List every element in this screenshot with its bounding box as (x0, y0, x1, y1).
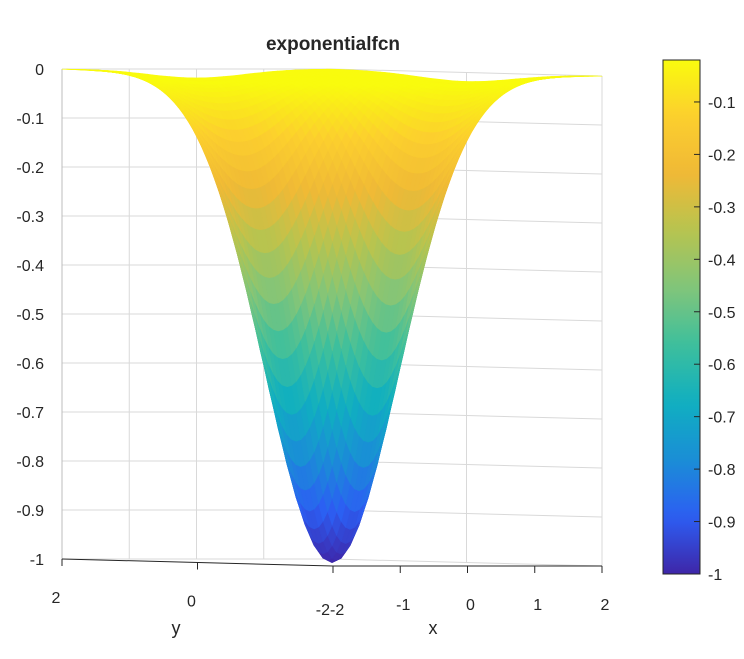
floor-axes: -1 0 1 2 -2 2 0 -2 (52, 558, 610, 619)
y-tick-label: 2 (52, 590, 61, 607)
y-tick-label: -2 (316, 602, 330, 619)
z-tick-label: -0.2 (16, 160, 44, 177)
z-tick-label: -0.9 (16, 503, 44, 520)
colorbar-ticks: -0.1 -0.2 -0.3 -0.4 -0.5 -0.6 -0.7 -0.8 -0.9 -1 (694, 95, 736, 584)
colorbar-tick-label: -1 (708, 567, 722, 584)
colorbar-gradient (662, 59, 701, 575)
colorbar-tick-label: -0.4 (708, 252, 736, 269)
x-tick-label: 0 (466, 597, 475, 614)
x-tick-label: 2 (601, 597, 610, 614)
y-axis-label: y (172, 618, 181, 638)
colorbar-tick-label: -0.2 (708, 147, 736, 164)
colorbar-tick-label: -0.6 (708, 357, 736, 374)
z-tick-label: -0.8 (16, 454, 44, 471)
z-tick-label: -0.7 (16, 405, 44, 422)
surface-plot (61, 68, 603, 563)
z-tick-label: -0.3 (16, 209, 44, 226)
colorbar-tick-label: -0.8 (708, 462, 736, 479)
colorbar-tick-label: -0.1 (708, 95, 736, 112)
colorbar-tick-label: -0.9 (708, 515, 736, 532)
z-tick-label: -0.4 (16, 258, 44, 275)
colorbar-tick-label: -0.3 (708, 200, 736, 217)
colorbar-tick-label: -0.7 (708, 410, 736, 427)
colorbar: -0.1 -0.2 -0.3 -0.4 -0.5 -0.6 -0.7 -0.8 -0.9 -1 (662, 59, 736, 584)
chart-title: exponentialfcn (266, 34, 400, 55)
y-tick-label: 0 (187, 594, 196, 611)
z-tick-label: -0.5 (16, 307, 44, 324)
x-tick-label: -2 (330, 602, 344, 619)
z-axis-ticks: 0 -0.1 -0.2 -0.3 -0.4 -0.5 -0.6 -0.7 -0.8 -0.9 -1 (16, 62, 44, 569)
x-tick-label: -1 (396, 597, 410, 614)
z-tick-label: -0.6 (16, 356, 44, 373)
z-tick-label: 0 (35, 62, 44, 79)
x-axis-label: x (429, 618, 438, 638)
z-tick-label: -0.1 (16, 111, 44, 128)
z-tick-label: -1 (30, 552, 44, 569)
x-tick-label: 1 (533, 597, 542, 614)
colorbar-tick-label: -0.5 (708, 305, 736, 322)
